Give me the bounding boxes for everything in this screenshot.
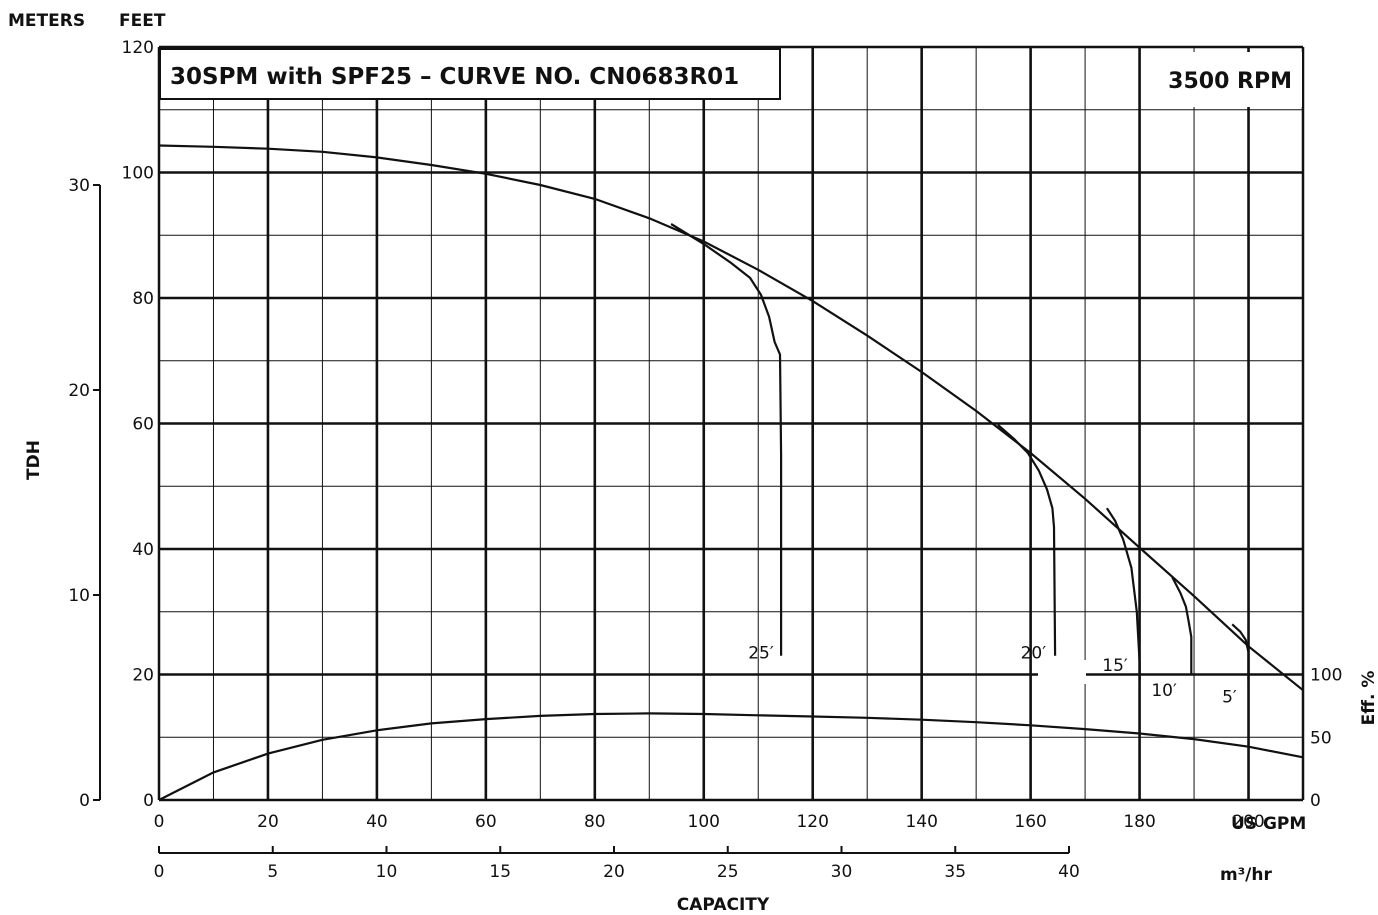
efficiency-label: Eff. % xyxy=(1359,671,1378,726)
gpm-tick-label: 200 xyxy=(1232,812,1264,832)
feet-label: FEET xyxy=(119,11,166,31)
gpm-tick-label: 120 xyxy=(796,812,828,832)
feet-tick-label: 80 xyxy=(132,289,154,309)
gpm-tick-label: 160 xyxy=(1014,812,1046,832)
curves: 25′ 20′ 15′ 10′ 5′ xyxy=(158,144,1304,801)
efficiency-tick-label: 0 xyxy=(1310,791,1321,811)
chart-title: 30SPM with SPF25 – CURVE NO. CN0683R01 xyxy=(170,64,739,90)
series-label-3: 15′ xyxy=(1102,656,1128,676)
feet-tick-label: 60 xyxy=(132,415,154,435)
efficiency-tick-label: 50 xyxy=(1310,728,1332,748)
series-line-1 xyxy=(670,223,783,656)
gpm-tick-label: 40 xyxy=(366,812,388,832)
label-gap xyxy=(1038,660,1086,684)
m3hr-tick-label: 35 xyxy=(944,862,966,882)
meters-tick-label: 0 xyxy=(79,791,90,811)
rpm-label: 3500 RPM xyxy=(1168,69,1292,94)
feet-tick-label: 20 xyxy=(132,666,154,686)
title-box xyxy=(159,48,781,100)
gpm-tick-label: 100 xyxy=(688,812,720,832)
series-line-5 xyxy=(1231,623,1250,681)
series-label-1: 25′ xyxy=(748,644,774,664)
m3hr-tick-label: 5 xyxy=(267,862,278,882)
gpm-tick-label: 80 xyxy=(584,812,606,832)
meters-tick-label: 30 xyxy=(68,176,90,196)
meters-label: METERS xyxy=(8,11,85,31)
rpm-box xyxy=(1148,52,1302,107)
series-label-4: 10′ xyxy=(1151,681,1177,701)
feet-tick-label: 0 xyxy=(143,791,154,811)
plot-frame xyxy=(157,45,1305,802)
us-gpm-label: US GPM xyxy=(1231,814,1306,834)
gpm-tick-label: 60 xyxy=(475,812,497,832)
series-line-2 xyxy=(997,423,1057,656)
efficiency-curve-line xyxy=(158,712,1304,801)
gpm-tick-label: 180 xyxy=(1123,812,1155,832)
gpm-tick-label: 0 xyxy=(154,812,165,832)
m3hr-tick-label: 10 xyxy=(376,862,398,882)
m3hr-tick-label: 15 xyxy=(489,862,511,882)
meters-tick-label: 10 xyxy=(68,586,90,606)
gpm-tick-label: 20 xyxy=(257,812,279,832)
series-label-2: 20′ xyxy=(1021,644,1047,664)
m3hr-label: m³/hr xyxy=(1220,865,1272,885)
m3hr-tick-label: 25 xyxy=(717,862,739,882)
m3hr-tick-label: 30 xyxy=(831,862,853,882)
tdh-label: TDH xyxy=(24,440,44,480)
gpm-tick-label: 140 xyxy=(905,812,937,832)
series-label-5: 5′ xyxy=(1222,687,1237,707)
head-curve-line xyxy=(158,144,1304,692)
grid xyxy=(159,47,1303,800)
series-line-4 xyxy=(1171,576,1193,675)
efficiency-tick-label: 100 xyxy=(1310,666,1342,686)
feet-tick-label: 100 xyxy=(122,164,154,184)
m3hr-tick-label: 20 xyxy=(603,862,625,882)
feet-tick-label: 120 xyxy=(122,38,154,58)
feet-tick-label: 40 xyxy=(132,540,154,560)
series-line-3 xyxy=(1105,507,1141,681)
m3hr-tick-label: 0 xyxy=(154,862,165,882)
m3hr-tick-label: 40 xyxy=(1058,862,1080,882)
capacity-label: CAPACITY xyxy=(677,895,770,915)
meters-tick-label: 20 xyxy=(68,381,90,401)
